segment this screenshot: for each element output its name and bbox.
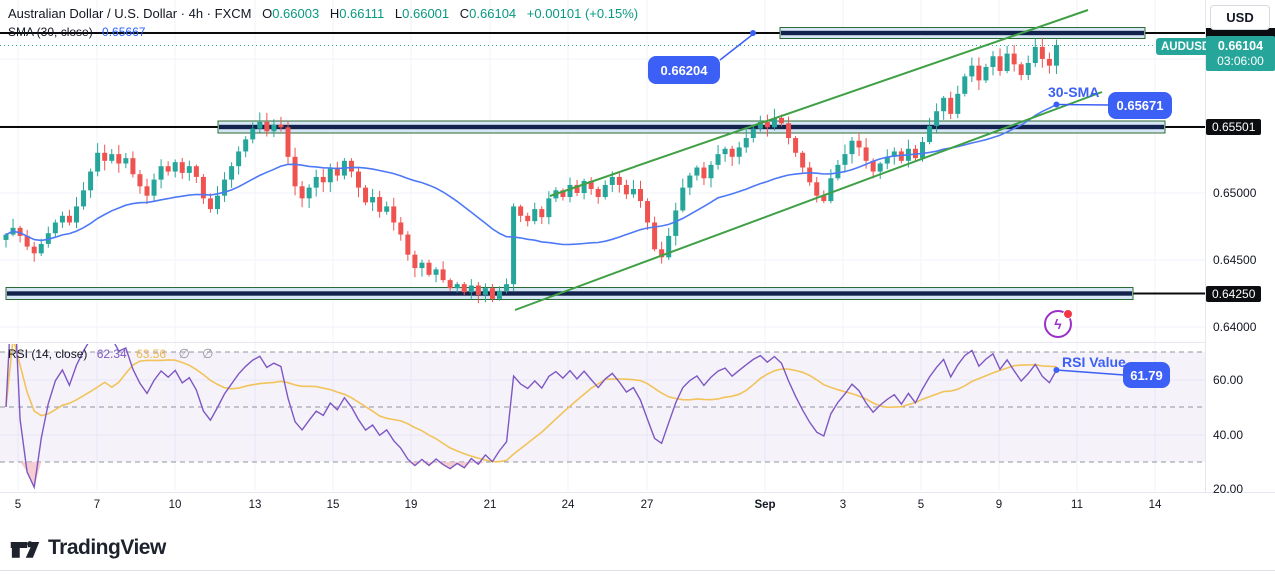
high-label: H [329, 6, 340, 21]
zone-center-band [219, 124, 1164, 130]
rsi-value-callout-text: 61.79 [1130, 367, 1163, 383]
candlestick-series [3, 37, 1059, 304]
trend-channel-lower-line [514, 91, 1103, 311]
level-price-badge: 0.65501 [1206, 119, 1262, 135]
time-axis-label: 27 [640, 499, 654, 511]
low-value: 0.66001 [402, 6, 450, 21]
bar-countdown: 03:06:00 [1217, 54, 1264, 68]
notification-dot [1063, 309, 1073, 319]
level-axis-marker [1206, 28, 1275, 38]
rsi-legend-label: RSI (14, close) [8, 347, 88, 361]
brand-name: TradingView [48, 536, 166, 559]
price-level-callout-text: 0.66204 [660, 62, 708, 78]
time-axis-label: 13 [248, 499, 262, 511]
rsi-oversold-fill [20, 462, 42, 488]
sma-value-callout[interactable]: 0.65671 [1108, 92, 1172, 119]
level-price-badge: 0.64250 [1206, 286, 1262, 302]
close-value: 0.66104 [469, 6, 517, 21]
current-price: 0.66104 [1217, 39, 1264, 53]
rsi-hline-empty-icon: ∅ [178, 346, 190, 361]
symbol-price-tag: AUDUSD [1156, 38, 1216, 55]
rsi-ma-line [5, 344, 1057, 463]
rsi-axis-label: 60.00 [1213, 373, 1244, 387]
level-price-text: 0.64250 [1212, 287, 1256, 301]
rsi-pane[interactable] [5, 270, 1058, 490]
symbol-legend[interactable]: Australian Dollar / U.S. Dollar · 4h · F… [8, 6, 638, 21]
rsi-axis-label: 20.00 [1213, 482, 1244, 496]
close-label: C [459, 6, 470, 21]
time-axis-label: 15 [326, 499, 340, 511]
time-axis-label: 19 [404, 499, 418, 511]
magic-ai-icon[interactable]: ϟ [1044, 309, 1073, 338]
price-axis-label: 0.64500 [1213, 253, 1257, 267]
rsi-legend[interactable]: RSI (14, close) 62.34 63.56 ∅ ∅ [8, 346, 213, 362]
annotation-connectors [719, 30, 1125, 376]
sma-line[interactable] [5, 103, 1057, 246]
time-axis-label: 11 [1071, 499, 1083, 511]
lightning-icon: ϟ [1054, 316, 1062, 332]
rsi-legend-value: 62.34 [96, 347, 127, 361]
rsi-line [5, 344, 1058, 490]
time-axis-label: 7 [93, 499, 101, 511]
sma-legend-label: SMA (30, close) [8, 25, 93, 39]
time-axis-label: Sep [754, 499, 776, 511]
rsi-value-callout[interactable]: 61.79 [1123, 362, 1170, 388]
open-label: O [262, 6, 273, 21]
price-axis-label: 0.65000 [1213, 186, 1257, 200]
zone-center-band [781, 30, 1144, 36]
rsi-ma-legend-value: 63.56 [136, 347, 167, 361]
high-value: 0.66111 [339, 6, 385, 21]
price-scale[interactable] [1205, 0, 1275, 516]
symbol-tag-text: AUDUSD [1161, 40, 1211, 53]
rsi-annotation-label[interactable]: RSI Value [1062, 354, 1126, 370]
currency-toggle-button[interactable]: USD [1210, 5, 1270, 30]
pane-separator[interactable] [0, 342, 1275, 343]
time-axis-label: 24 [561, 499, 575, 511]
tradingview-mark-icon [10, 541, 40, 558]
price-level-callout[interactable]: 0.66204 [648, 56, 720, 84]
sma-legend[interactable]: SMA (30, close) 0.65667 [8, 25, 145, 39]
current-price-badge: 0.66104 03:06:00 [1206, 36, 1275, 71]
time-axis-label: 10 [168, 499, 182, 511]
chart-canvas[interactable] [0, 0, 1205, 516]
sma-legend-value: 0.65667 [102, 25, 146, 39]
page-divider [0, 570, 1275, 571]
tradingview-logo[interactable]: TradingView [10, 536, 166, 560]
low-label: L [394, 6, 403, 21]
change-value: +0.00101 (+0.15%) [526, 6, 639, 21]
level-price-text: 0.65501 [1212, 120, 1256, 134]
currency-label: USD [1226, 10, 1254, 25]
time-axis-label: 5 [14, 499, 22, 511]
open-value: 0.66003 [272, 6, 320, 21]
rsi-hline-empty-icon: ∅ [202, 346, 214, 361]
symbol-title: Australian Dollar / U.S. Dollar · 4h · F… [8, 6, 252, 21]
time-axis-label: 14 [1148, 499, 1162, 511]
price-axis-label: 0.64000 [1213, 320, 1257, 334]
time-axis-label: 9 [995, 499, 1003, 511]
trend-channel-upper-line [549, 9, 1089, 197]
zone-center-band [7, 291, 1132, 296]
sma-annotation-label[interactable]: 30-SMA [1048, 84, 1100, 100]
time-axis-label: 3 [839, 499, 847, 511]
sma-value-callout-text: 0.65671 [1116, 98, 1164, 113]
rsi-axis-label: 40.00 [1213, 428, 1244, 442]
time-axis-label: 21 [483, 499, 497, 511]
trend-channel[interactable] [514, 9, 1103, 311]
time-scale[interactable]: 5 7 10 13 15 19 21 24 27 Sep 3 5 9 11 14 [0, 492, 1275, 517]
time-axis-label: 5 [917, 499, 925, 511]
